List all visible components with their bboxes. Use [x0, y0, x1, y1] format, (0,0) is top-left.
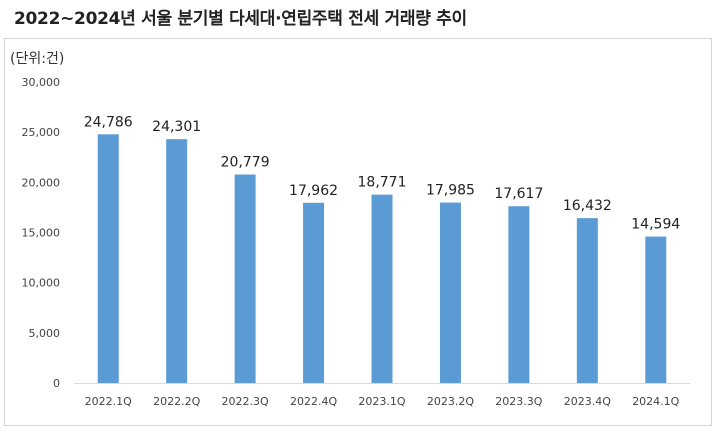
bar	[234, 174, 256, 383]
data-label: 14,594	[631, 217, 680, 233]
y-tick-label: 0	[53, 377, 60, 390]
x-tick-label: 2022.3Q	[222, 395, 269, 408]
data-label: 20,779	[221, 155, 270, 171]
y-tick-label: 10,000	[22, 277, 61, 290]
x-tick-label: 2023.1Q	[358, 395, 405, 408]
chart-title: 2022~2024년 서울 분기별 다세대·연립주택 전세 거래량 추이	[14, 9, 467, 29]
x-tick-label: 2022.1Q	[85, 395, 132, 408]
bar	[439, 202, 461, 383]
data-label: 17,617	[494, 186, 543, 202]
x-tick-label: 2023.4Q	[564, 395, 611, 408]
y-tick-label: 5,000	[29, 327, 61, 340]
data-label: 17,962	[289, 183, 338, 199]
y-tick-label: 30,000	[22, 76, 61, 89]
y-tick-label: 25,000	[22, 126, 61, 139]
data-label: 24,786	[84, 114, 133, 130]
bar	[508, 206, 530, 383]
data-label: 16,432	[563, 198, 612, 214]
x-tick-label: 2022.2Q	[153, 395, 200, 408]
bar	[166, 139, 188, 383]
bar	[371, 194, 393, 383]
x-tick-label: 2024.1Q	[632, 395, 679, 408]
bar	[97, 134, 119, 383]
bar	[303, 202, 325, 383]
data-label: 17,985	[426, 183, 475, 199]
bar	[645, 236, 667, 383]
unit-label: (단위:건)	[10, 51, 65, 67]
x-tick-label: 2022.4Q	[290, 395, 337, 408]
bar	[576, 218, 598, 383]
x-tick-label: 2023.2Q	[427, 395, 474, 408]
y-tick-label: 20,000	[22, 176, 61, 189]
x-tick-label: 2023.3Q	[495, 395, 542, 408]
data-label: 24,301	[152, 119, 201, 135]
data-label: 18,771	[358, 175, 407, 191]
y-tick-label: 15,000	[22, 227, 61, 240]
